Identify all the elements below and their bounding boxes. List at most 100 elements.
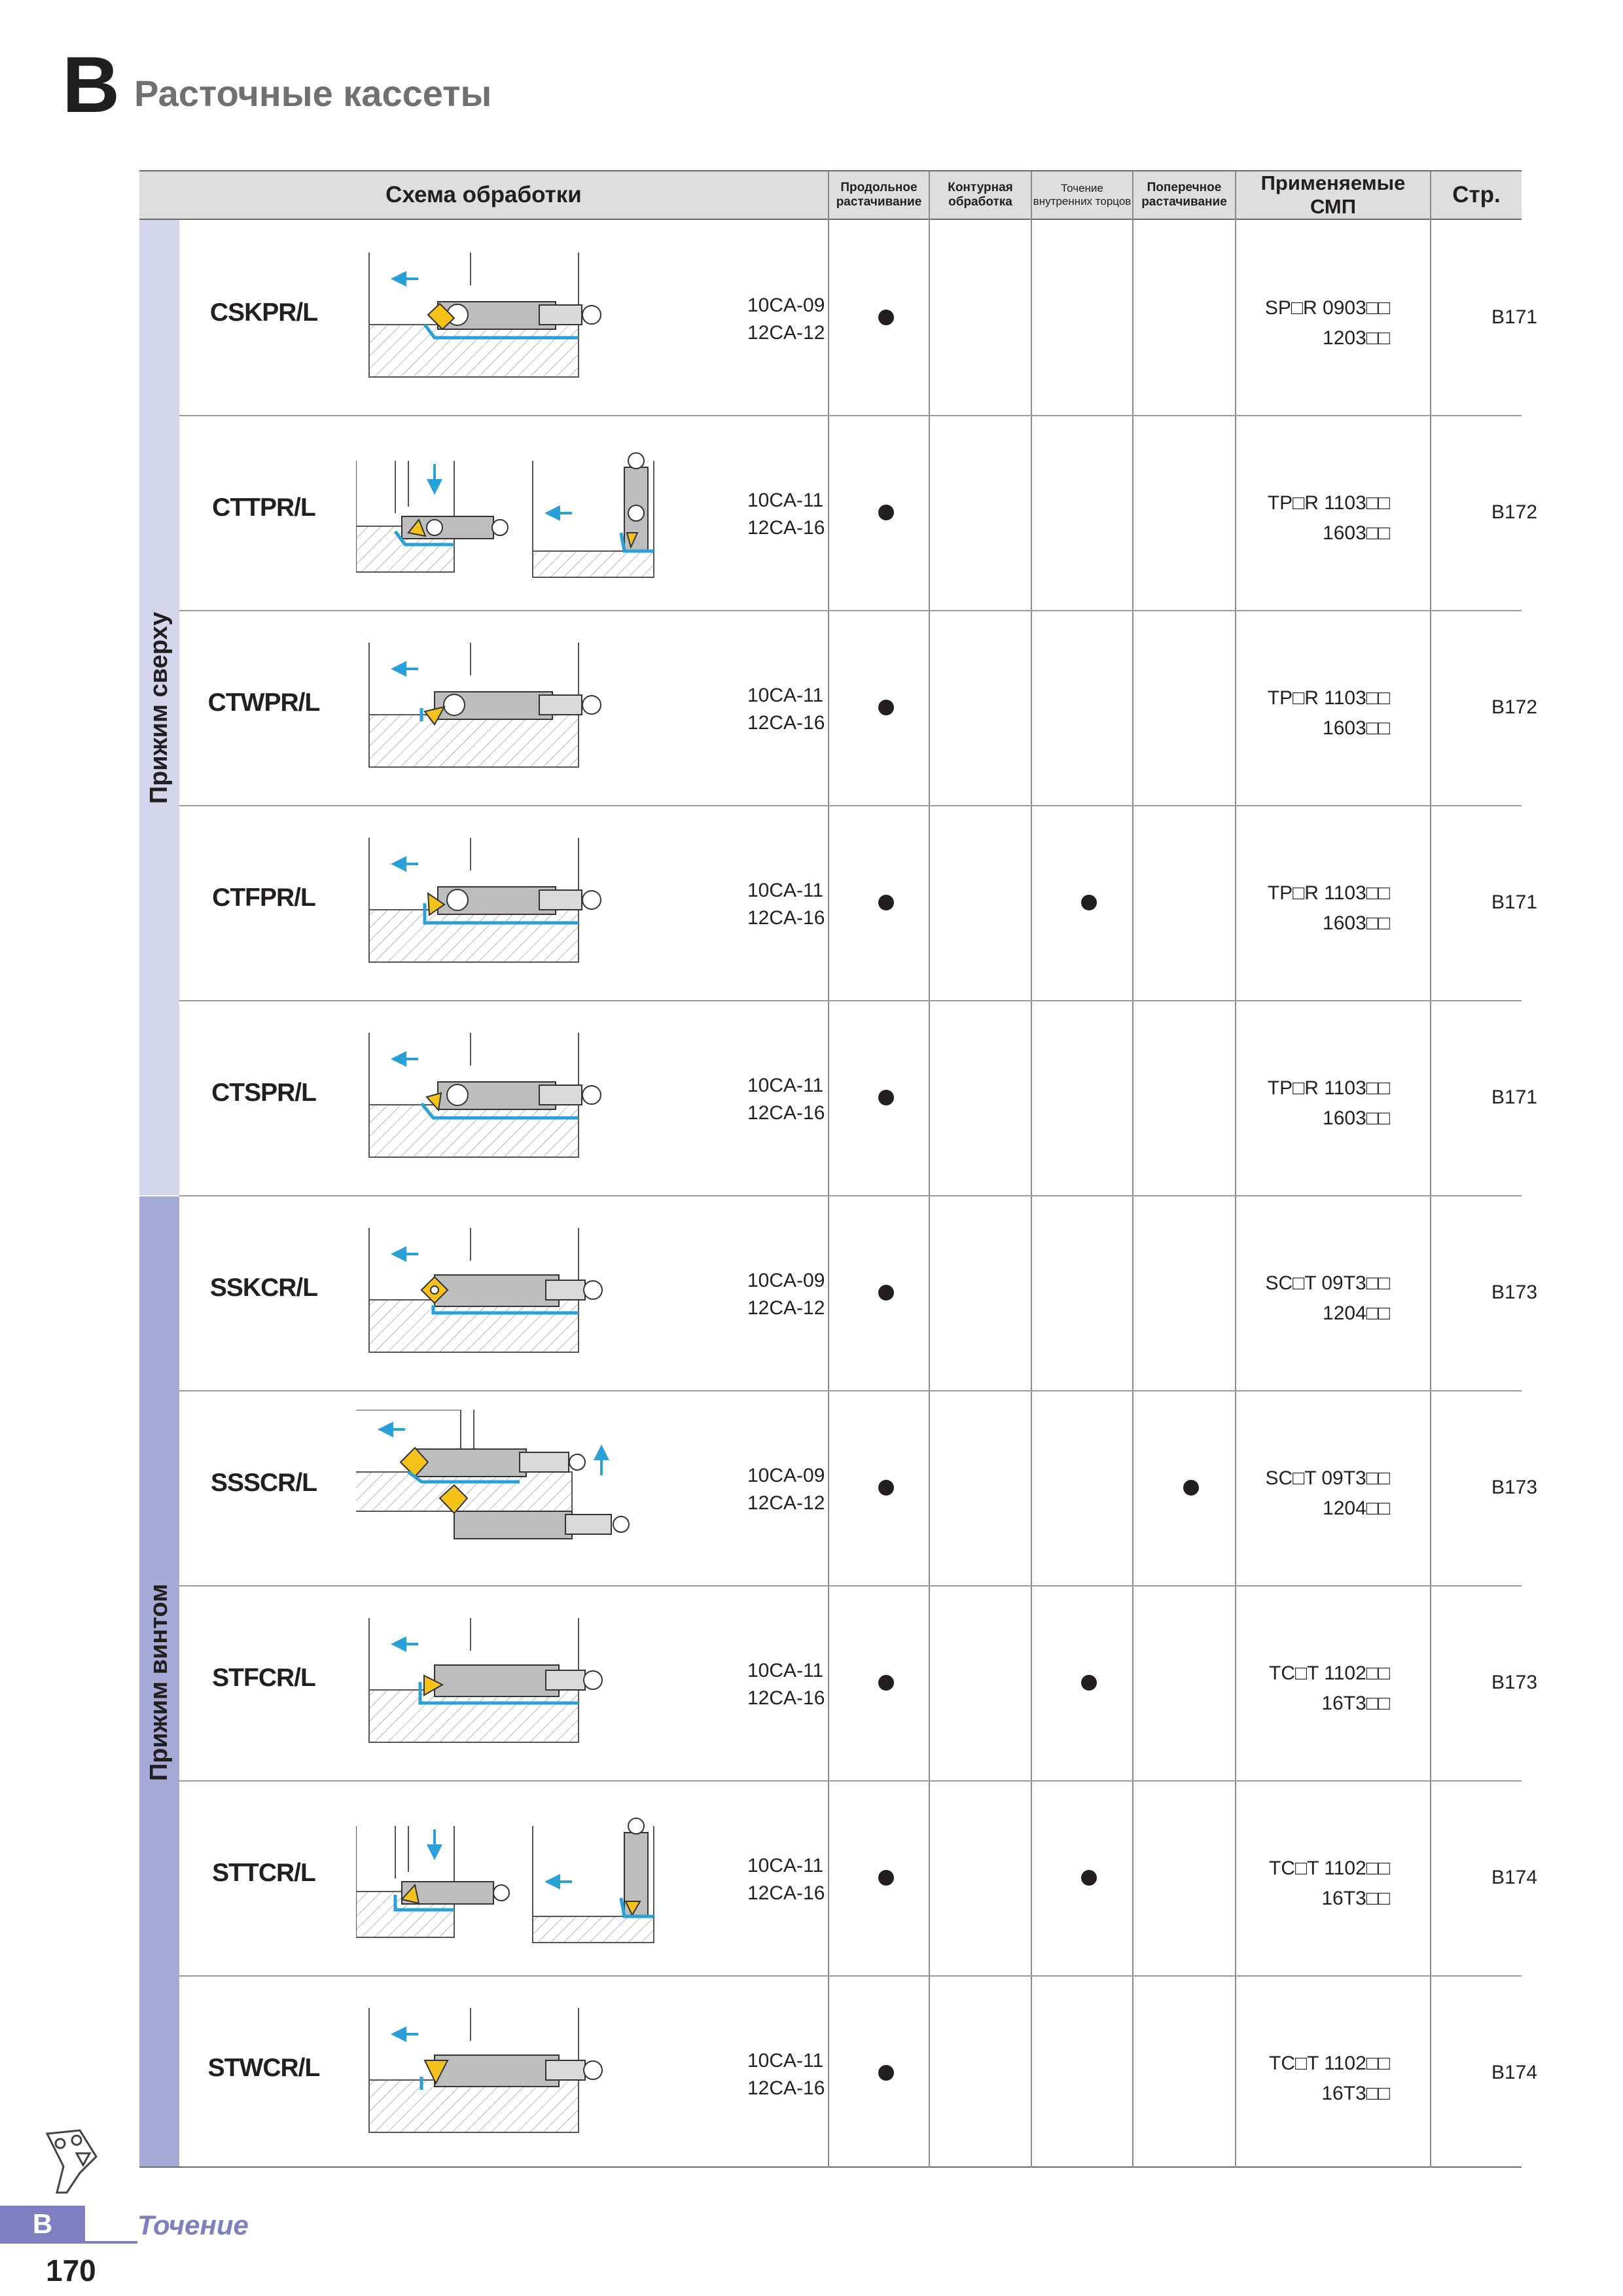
table-row: CTTPR/L 10CA-11 12CA-16 TP□R 1103□□ 160 xyxy=(179,415,1537,610)
machining-scheme-diagram xyxy=(368,2008,603,2133)
tool-code: STFCR/L xyxy=(212,1664,316,1692)
cassette-sizes: 10CA-09 12CA-12 xyxy=(747,1465,825,1514)
table-row: CTSPR/L 10CA-11 12CA-16 TP□R 1103□□ 1603□□… xyxy=(179,1000,1537,1195)
col-header-contour: Контурная обработка xyxy=(930,171,1031,219)
applicable-inserts: SC□T 09T3□□ 1204□□ xyxy=(1265,1272,1390,1324)
page-ref[interactable]: B173 xyxy=(1491,1672,1538,1693)
op-longitudinal-dot xyxy=(878,1870,894,1886)
op-longitudinal-dot xyxy=(878,895,894,910)
table-bottom-rule xyxy=(139,2166,1522,2168)
group-screw-clamp: Прижим винтом xyxy=(139,1196,179,2168)
op-longitudinal-dot xyxy=(878,1675,894,1691)
applicable-inserts: TP□R 1103□□ 1603□□ xyxy=(1267,1077,1390,1129)
table-row: SSSCR/L 10CA-09 12CA-12 SC□T 09T3□□ 1204□□… xyxy=(179,1390,1537,1585)
applicable-inserts: TC□T 1102□□ 16T3□□ xyxy=(1269,2053,1390,2104)
machining-scheme-diagram xyxy=(356,452,654,578)
tool-code: SSSCR/L xyxy=(210,1469,317,1497)
tool-code: CTTPR/L xyxy=(212,493,316,522)
machining-scheme-diagram xyxy=(356,1818,654,1943)
group-label: Прижим сверху xyxy=(145,611,173,804)
page-ref[interactable]: B173 xyxy=(1491,1477,1538,1498)
table-row: CTFPR/L 10CA-11 12CA-16 TP□R 1103□□ 1603□□… xyxy=(179,805,1537,1000)
op-longitudinal-dot xyxy=(878,310,894,325)
table-top-rule xyxy=(139,170,1522,171)
cassette-sizes: 10CA-11 12CA-16 xyxy=(747,1075,825,1124)
machining-scheme-diagram xyxy=(368,253,601,378)
page-ref[interactable]: B171 xyxy=(1491,306,1538,328)
op-cross-boring-dot xyxy=(1183,1480,1199,1496)
cassette-sizes: 10CA-11 12CA-16 xyxy=(747,2050,825,2099)
cassette-sizes: 10CA-11 12CA-16 xyxy=(747,1660,825,1709)
row-divider xyxy=(179,1975,1522,1977)
turning-tool-icon xyxy=(45,2129,98,2194)
col-header-cross-boring: Поперечное растачивание xyxy=(1133,171,1235,219)
col-divider xyxy=(1132,171,1133,2168)
table-row: CSKPR/L 10CA-09 12CA-12 SP□R 0903□□ 1203□□… xyxy=(179,220,1537,415)
col-divider xyxy=(1031,171,1032,2168)
section-letter: B xyxy=(62,40,120,129)
table-row: STFCR/L 10CA-11 12CA-16 TC□T 1102□□ 16T3□□… xyxy=(179,1585,1537,1780)
col-divider xyxy=(929,171,930,2168)
group-label: Прижим винтом xyxy=(145,1583,173,1781)
cassette-sizes: 10CA-09 12CA-12 xyxy=(747,295,825,344)
page-ref[interactable]: B173 xyxy=(1491,1282,1538,1303)
page-ref[interactable]: B174 xyxy=(1491,2062,1538,2083)
op-internal-facing-dot xyxy=(1081,1675,1097,1691)
page-number: 170 xyxy=(46,2253,96,2287)
tool-code: STTCR/L xyxy=(212,1859,316,1887)
applicable-inserts: TP□R 1103□□ 1603□□ xyxy=(1267,687,1390,739)
section-tab-letter: B xyxy=(32,2208,53,2239)
table-row: STWCR/L 10CA-11 12CA-16 TC□T 1102□□ 16T3□□… xyxy=(179,1975,1537,2170)
op-internal-facing-dot xyxy=(1081,1870,1097,1886)
col-header-longitudinal-boring: Продольное растачивание xyxy=(829,171,929,219)
col-header-inserts: Применяемые СМП xyxy=(1236,171,1430,219)
col-divider xyxy=(828,171,829,2168)
applicable-inserts: TC□T 1102□□ 16T3□□ xyxy=(1269,1857,1390,1909)
tool-code: CTSPR/L xyxy=(211,1079,317,1107)
tool-code: STWCR/L xyxy=(207,2054,321,2082)
machining-scheme-diagram xyxy=(368,1228,603,1353)
row-divider xyxy=(179,415,1522,416)
page-ref[interactable]: B171 xyxy=(1491,1086,1538,1108)
tool-code: CTFPR/L xyxy=(212,884,316,912)
row-divider xyxy=(179,1780,1522,1782)
row-divider xyxy=(179,1390,1522,1391)
row-divider xyxy=(179,805,1522,806)
cassette-sizes: 10CA-11 12CA-16 xyxy=(747,1855,825,1904)
boring-cassettes-table: Схема обработки Продольное растачивание К… xyxy=(139,170,1537,2170)
row-divider xyxy=(179,610,1522,611)
tool-code: CSKPR/L xyxy=(209,298,318,327)
tool-code: SSKCR/L xyxy=(209,1274,318,1302)
col-header-internal-facing: Точение внутренних торцов xyxy=(1032,171,1132,219)
page-ref[interactable]: B172 xyxy=(1491,501,1538,523)
row-divider xyxy=(179,1195,1522,1196)
table-row: CTWPR/L 10CA-11 12CA-16 TP□R 1103□□ 1603□□… xyxy=(179,610,1537,805)
op-internal-facing-dot xyxy=(1081,895,1097,910)
op-longitudinal-dot xyxy=(878,505,894,520)
col-divider xyxy=(1235,171,1236,2168)
table-row: SSKCR/L 10CA-09 12CA-12 SC□T 09T3□□ 1204□□… xyxy=(179,1195,1537,1390)
cassette-sizes: 10CA-11 12CA-16 xyxy=(747,880,825,929)
table-header-rule xyxy=(139,219,1522,220)
tool-code: CTWPR/L xyxy=(207,689,321,717)
machining-scheme-diagram xyxy=(368,1618,603,1743)
op-longitudinal-dot xyxy=(878,700,894,715)
col-header-page: Стр. xyxy=(1431,171,1522,219)
applicable-inserts: TP□R 1103□□ 1603□□ xyxy=(1267,492,1390,544)
table-row: STTCR/L 10CA-11 12CA-16 TC□T 1102□□ 16T3□□… xyxy=(179,1780,1537,1975)
cassette-sizes: 10CA-11 12CA-16 xyxy=(747,490,825,539)
page-ref[interactable]: B174 xyxy=(1491,1867,1538,1888)
col-divider xyxy=(1430,171,1431,2168)
section-tab xyxy=(0,2206,85,2242)
col-header-scheme: Схема обработки xyxy=(139,171,828,219)
applicable-inserts: TP□R 1103□□ 1603□□ xyxy=(1267,882,1390,934)
page-ref[interactable]: B171 xyxy=(1491,891,1538,913)
machining-scheme-diagram xyxy=(368,1033,601,1158)
page-title: Расточные кассеты xyxy=(134,73,492,114)
machining-scheme-diagram xyxy=(356,1410,630,1539)
section-name: Точение xyxy=(137,2210,249,2240)
op-longitudinal-dot xyxy=(878,1090,894,1105)
op-longitudinal-dot xyxy=(878,2065,894,2081)
section-tab-rule xyxy=(0,2241,137,2244)
page-ref[interactable]: B172 xyxy=(1491,696,1538,718)
